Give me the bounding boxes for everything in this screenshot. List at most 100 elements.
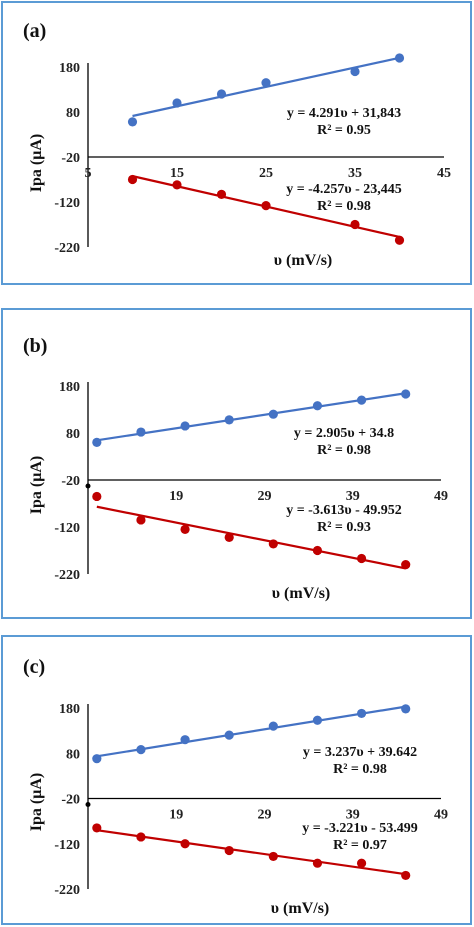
- trendline-blue: [96, 705, 406, 758]
- data-point-blue: [136, 427, 146, 437]
- panel-label: (c): [23, 656, 45, 678]
- x-tick-label: 45: [437, 166, 451, 181]
- chart-panel-c: (c) 180 80 -20 -120 -220 19 29 39 49 Ipa (μA) υ (mV…: [1, 635, 472, 925]
- data-point-blue: [356, 708, 367, 719]
- data-point-blue: [180, 735, 190, 745]
- chart-svg-a: (a) 180 80 -20 -120 -220 5 15 25 35 45 Ipa (μA) υ (m…: [23, 20, 451, 269]
- data-point-blue: [261, 78, 271, 88]
- trend-r-squared: R² = 0.98: [317, 199, 371, 214]
- x-tick-label: 19: [169, 808, 183, 823]
- x-tick-label: 49: [434, 808, 448, 823]
- x-axis-label: υ (mV/s): [274, 252, 333, 269]
- trend-r-squared: R² = 0.98: [333, 762, 387, 777]
- x-tick-label: 29: [258, 808, 272, 823]
- y-tick-label: -120: [54, 521, 80, 536]
- data-point-red: [401, 560, 411, 570]
- trend-r-squared: R² = 0.97: [333, 838, 387, 853]
- y-tick-label: -120: [54, 196, 80, 211]
- data-point-blue: [401, 704, 411, 714]
- data-point-red: [224, 532, 234, 542]
- data-point-red: [350, 219, 360, 230]
- trend-r-squared: R² = 0.95: [317, 123, 371, 138]
- x-tick-label: 39: [346, 808, 360, 823]
- data-point-blue: [312, 715, 323, 725]
- data-point-blue: [180, 421, 190, 431]
- chart-svg-c: (c) 180 80 -20 -120 -220 19 29 39 49 Ipa (μA) υ (mV…: [23, 656, 448, 917]
- y-tick-label: 80: [66, 106, 80, 121]
- data-point-red: [356, 858, 367, 868]
- x-tick-label: 29: [258, 489, 272, 504]
- y-tick-label: -220: [54, 241, 80, 256]
- data-point-blue: [401, 389, 411, 399]
- data-point-blue: [356, 395, 367, 405]
- data-point-blue: [224, 730, 234, 740]
- y-tick-label: 180: [59, 702, 80, 717]
- x-tick-label: 5: [85, 166, 92, 181]
- y-tick-label: 80: [66, 427, 80, 442]
- x-axis-label: υ (mV/s): [272, 585, 331, 602]
- chart-panel-a: (a) 180 80 -20 -120 -220 5 15 25 35 45 Ipa (μA) υ (m…: [1, 1, 472, 285]
- origin-tick-mark: [85, 802, 91, 807]
- data-point-blue: [268, 721, 278, 731]
- panel-label: (b): [23, 335, 47, 357]
- chart-svg-b: (b) 180 80 -20 -120 -220 19 29 39 49 Ipa (μA) υ (mV…: [23, 335, 448, 602]
- data-point-red: [268, 539, 278, 549]
- data-point-blue: [136, 745, 146, 755]
- origin-tick-mark: [85, 483, 91, 489]
- chart-panel-b: (b) 180 80 -20 -120 -220 19 29 39 49 Ipa (μA) υ (mV…: [1, 308, 472, 619]
- data-point-red: [268, 851, 278, 862]
- panel-label: (a): [23, 20, 46, 42]
- data-point-blue: [216, 89, 227, 99]
- data-point-red: [172, 180, 182, 190]
- data-point-red: [92, 823, 102, 833]
- data-point-blue: [268, 409, 278, 419]
- trend-equation: y = 2.905υ + 34.8: [294, 426, 394, 441]
- y-tick-label: -220: [54, 568, 80, 583]
- data-point-red: [312, 858, 323, 868]
- trend-r-squared: R² = 0.93: [317, 520, 371, 535]
- x-tick-label: 25: [259, 166, 273, 181]
- data-point-blue: [172, 98, 182, 108]
- trend-equation: y = 3.237υ + 39.642: [303, 745, 417, 760]
- y-tick-label: -20: [61, 474, 80, 489]
- y-axis-label: Ipa (μA): [28, 456, 45, 514]
- data-point-red: [92, 491, 102, 502]
- y-tick-label: -120: [54, 838, 80, 853]
- data-point-red: [401, 870, 411, 881]
- trend-equation: y = 4.291υ + 31,843: [287, 106, 401, 121]
- trendline-red: [96, 829, 406, 876]
- x-tick-label: 39: [346, 489, 360, 504]
- y-tick-label: 80: [66, 747, 80, 762]
- data-point-red: [261, 201, 271, 211]
- x-tick-label: 49: [434, 489, 448, 504]
- data-point-red: [216, 189, 227, 199]
- data-point-red: [180, 524, 190, 534]
- data-point-blue: [224, 415, 234, 425]
- y-tick-label: 180: [59, 61, 80, 76]
- data-point-red: [312, 545, 323, 556]
- data-point-red: [180, 839, 190, 849]
- trendline-red: [96, 505, 406, 570]
- data-point-blue: [312, 401, 323, 411]
- data-point-blue: [127, 117, 138, 127]
- data-point-red: [224, 845, 234, 856]
- trend-r-squared: R² = 0.98: [317, 443, 371, 458]
- trend-equation: y = -4.257υ - 23,445: [286, 182, 402, 197]
- data-point-red: [136, 515, 146, 525]
- data-point-red: [127, 174, 138, 185]
- data-point-blue: [92, 437, 102, 447]
- data-point-blue: [394, 53, 405, 63]
- trend-equation: y = -3.613υ - 49.952: [286, 503, 402, 518]
- data-point-red: [136, 832, 146, 842]
- trendline-blue: [96, 392, 406, 442]
- y-tick-label: -20: [61, 793, 80, 808]
- y-axis-label: Ipa (μA): [28, 134, 45, 192]
- data-point-red: [356, 553, 367, 564]
- x-tick-label: 35: [348, 166, 362, 181]
- x-axis-label: υ (mV/s): [271, 900, 330, 917]
- y-tick-label: -20: [61, 151, 80, 166]
- trend-equation: y = -3.221υ - 53.499: [302, 821, 418, 836]
- y-axis-label: Ipa (μA): [28, 773, 45, 831]
- y-tick-label: 180: [59, 380, 80, 395]
- data-point-blue: [350, 66, 360, 77]
